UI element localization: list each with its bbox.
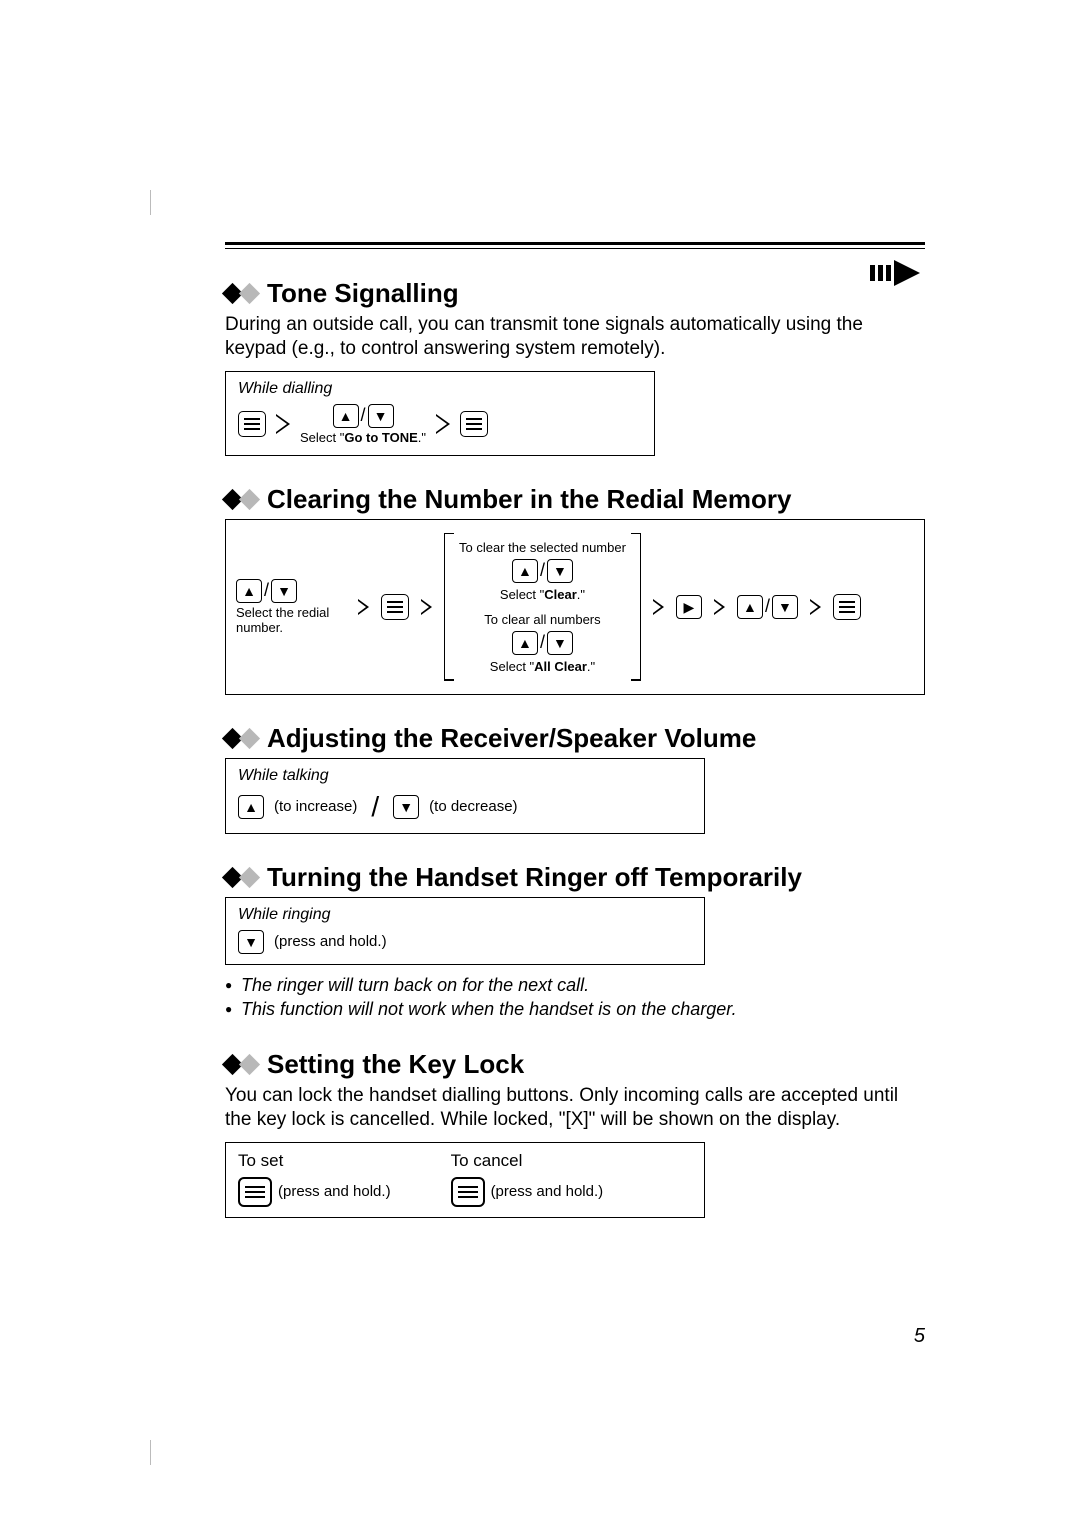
select-caption: Select "Go to TONE." — [300, 430, 426, 445]
section-heading-tone: Tone Signalling — [225, 278, 925, 309]
body-text: You can lock the handset dialling button… — [225, 1084, 925, 1132]
select-caption: Select "Clear." — [500, 587, 585, 602]
select-caption: Select the redial number. — [236, 605, 346, 635]
step-arrow-icon — [358, 599, 369, 615]
menu-icon — [460, 411, 488, 437]
box-label: While talking — [238, 767, 692, 785]
section-heading-volume: Adjusting the Receiver/Speaker Volume — [225, 723, 925, 754]
down-icon: ▼ — [238, 930, 264, 954]
label-text: (to decrease) — [429, 798, 517, 815]
column-label: To cancel — [451, 1151, 604, 1171]
note-list: The ringer will turn back on for the nex… — [225, 973, 925, 1022]
up-down-icon: ▲/▼ — [512, 631, 573, 655]
heading-text: Turning the Handset Ringer off Temporari… — [267, 862, 802, 893]
body-text: During an outside call, you can transmit… — [225, 313, 925, 361]
heading-bullet-icon — [225, 870, 257, 885]
down-icon: ▼ — [393, 795, 419, 819]
step-arrow-icon — [810, 599, 821, 615]
label-text: (press and hold.) — [491, 1183, 604, 1200]
heading-bullet-icon — [225, 1057, 257, 1072]
column-label: To set — [238, 1151, 391, 1171]
option-bracket: To clear the selected number ▲/▼ Select … — [444, 534, 641, 680]
crop-mark — [150, 1440, 151, 1465]
bracket-label: To clear all numbers — [484, 612, 600, 627]
instruction-box-volume: While talking ▲ (to increase) / ▼ (to de… — [225, 758, 705, 834]
label-text: (press and hold.) — [274, 933, 387, 950]
slash-separator: / — [367, 791, 383, 823]
section-heading-ringer: Turning the Handset Ringer off Temporari… — [225, 862, 925, 893]
up-down-icon: ▲/▼ — [737, 595, 798, 619]
label-text: (to increase) — [274, 798, 357, 815]
up-down-icon: ▲/▼ — [236, 579, 297, 603]
menu-icon — [238, 411, 266, 437]
menu-icon — [451, 1177, 485, 1207]
label-text: (press and hold.) — [278, 1183, 391, 1200]
heading-bullet-icon — [225, 731, 257, 746]
note-item: This function will not work when the han… — [225, 997, 925, 1021]
up-down-icon: ▲/▼ — [512, 559, 573, 583]
note-item: The ringer will turn back on for the nex… — [225, 973, 925, 997]
section-heading-redial: Clearing the Number in the Redial Memory — [225, 484, 925, 515]
section-heading-keylock: Setting the Key Lock — [225, 1049, 925, 1080]
up-down-icon: ▲/▼ — [333, 404, 394, 428]
crop-mark — [150, 190, 151, 215]
instruction-box-redial: ▲/▼ Select the redial number. To clear t… — [225, 519, 925, 695]
instruction-box-ringer: While ringing ▼ (press and hold.) — [225, 897, 705, 965]
select-caption: Select "All Clear." — [490, 659, 595, 674]
header-rule — [225, 242, 925, 249]
heading-text: Setting the Key Lock — [267, 1049, 524, 1080]
step-arrow-icon — [653, 599, 664, 615]
step-arrow-icon — [421, 599, 432, 615]
up-icon: ▲ — [238, 795, 264, 819]
bracket-label: To clear the selected number — [459, 540, 626, 555]
step-arrow-icon — [714, 599, 725, 615]
box-label: While dialling — [238, 380, 642, 398]
box-label: While ringing — [238, 906, 692, 924]
page-number: 5 — [914, 1325, 925, 1348]
menu-icon — [833, 594, 861, 620]
heading-text: Adjusting the Receiver/Speaker Volume — [267, 723, 756, 754]
menu-icon — [381, 594, 409, 620]
right-icon: ▶ — [676, 595, 702, 619]
heading-text: Tone Signalling — [267, 278, 459, 309]
instruction-box-tone: While dialling ▲/▼ Select "Go to TONE." — [225, 371, 655, 456]
step-arrow-icon — [436, 414, 450, 434]
menu-icon — [238, 1177, 272, 1207]
heading-bullet-icon — [225, 492, 257, 507]
heading-bullet-icon — [225, 286, 257, 301]
heading-text: Clearing the Number in the Redial Memory — [267, 484, 791, 515]
instruction-box-keylock: To set (press and hold.) To cancel (pres… — [225, 1142, 705, 1218]
step-arrow-icon — [276, 414, 290, 434]
